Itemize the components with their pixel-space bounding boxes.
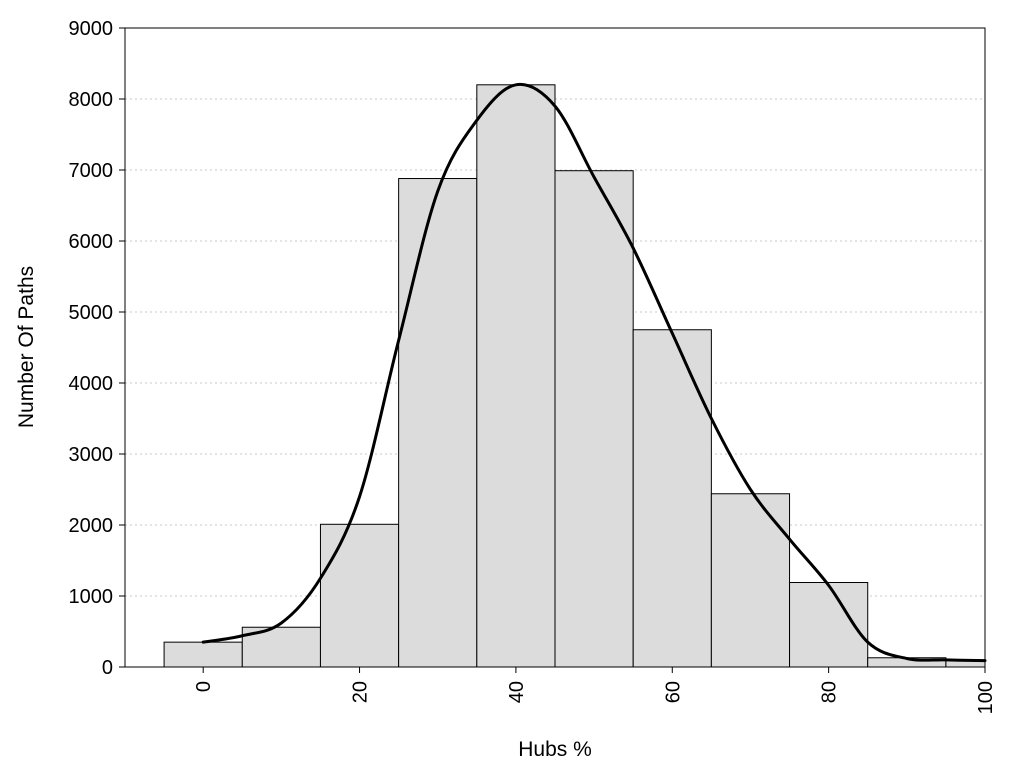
y-tick-label: 5000: [69, 302, 114, 324]
x-tick-label: 40: [506, 681, 528, 703]
density-curve-line: [201, 82, 987, 663]
plot-frame: [124, 27, 986, 668]
y-tick-label: 6000: [69, 231, 114, 253]
histogram-bar: [319, 523, 400, 668]
axis-ticks: 0 1000 2000 3000 4000 5000 6000 7000 8000 9000 0 20…: [69, 18, 998, 714]
histogram-bar: [163, 641, 243, 668]
y-tick-label: 4000: [69, 373, 114, 395]
x-tick-label: 20: [350, 681, 372, 703]
y-tick-label: 7000: [69, 160, 114, 182]
y-tick-label: 1000: [69, 586, 114, 608]
y-tick-label: 3000: [69, 444, 114, 466]
y-tick-label: 8000: [69, 89, 114, 111]
histogram-bar: [789, 582, 869, 668]
y-tick-label: 2000: [69, 515, 114, 537]
y-tick-label: 0: [102, 657, 113, 679]
y-tick-label: 9000: [69, 18, 114, 40]
histogram-bar: [476, 84, 556, 668]
x-tick-label: 100: [975, 681, 997, 714]
density-curve: [201, 82, 987, 663]
histogram-bar: [710, 493, 791, 668]
x-axis-title: Hubs %: [518, 738, 592, 761]
y-axis-title: Number Of Paths: [15, 266, 38, 428]
histogram-bar: [632, 329, 712, 668]
x-tick-label: 0: [193, 681, 215, 692]
x-tick-label: 80: [819, 681, 841, 703]
x-tick-label: 60: [662, 681, 684, 703]
histogram-bar: [554, 170, 634, 668]
histogram-bar: [398, 178, 478, 668]
